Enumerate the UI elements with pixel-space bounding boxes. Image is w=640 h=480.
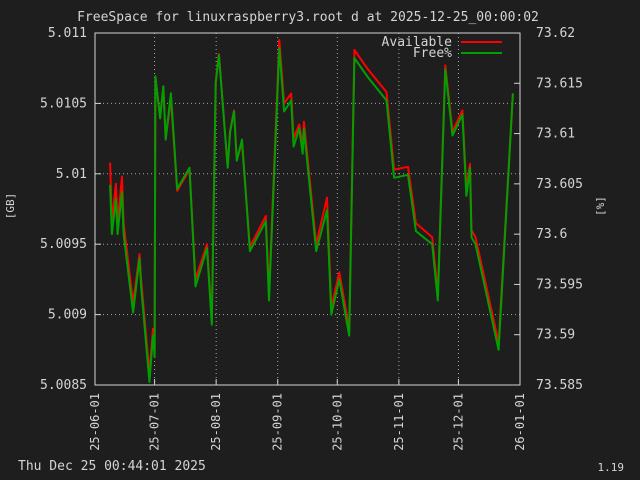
- x-tick-label: 25-06-01: [88, 393, 102, 451]
- y2-axis-label: [%]: [594, 196, 607, 216]
- chart-title: FreeSpace for linuxraspberry3.root d at …: [77, 10, 539, 25]
- y2-tick-label: 73.62: [536, 26, 575, 41]
- x-tick-label: 25-07-01: [148, 393, 162, 451]
- x-tick-label: 25-09-01: [271, 393, 285, 451]
- x-tick-label: 25-08-01: [209, 393, 223, 451]
- y2-tick-label: 73.59: [536, 328, 575, 343]
- series-line-available: [109, 39, 514, 375]
- y-axis-label: [GB]: [4, 193, 17, 220]
- y-tick-label: 5.01: [56, 167, 87, 182]
- y-tick-label: 5.009: [48, 308, 87, 323]
- x-tick-label: 26-01-01: [513, 393, 527, 451]
- grid: [95, 33, 520, 385]
- footer-version: 1.19: [598, 461, 625, 474]
- series-lines: [109, 39, 514, 383]
- y2-tick-label: 73.61: [536, 127, 575, 142]
- x-tick-label: 25-11-01: [392, 393, 406, 451]
- plot-frame: [94, 32, 521, 386]
- y2-tick-label: 73.615: [536, 76, 583, 91]
- series-line-free: [109, 47, 514, 383]
- footer-timestamp: Thu Dec 25 00:44:01 2025: [18, 459, 206, 474]
- x-tick-label: 25-12-01: [451, 393, 465, 451]
- y-tick-label: 5.0095: [40, 237, 87, 252]
- legend: Available Free%: [382, 35, 502, 61]
- y2-tick-label: 73.585: [536, 378, 583, 393]
- y-tick-label: 5.011: [48, 26, 87, 41]
- y2-tick-label: 73.595: [536, 277, 583, 292]
- y2-tick-label: 73.6: [536, 227, 567, 242]
- legend-entry-free: Free%: [413, 46, 452, 61]
- y-tick-label: 5.0105: [40, 96, 87, 111]
- y2-tick-label: 73.605: [536, 177, 583, 192]
- axis-ticks: 5.0085 5.009 5.0095 5.01 5.0105 5.011 73.585 73…: [40, 26, 583, 451]
- x-tick-label: 25-10-01: [330, 393, 344, 451]
- y-tick-label: 5.0085: [40, 378, 87, 393]
- legend-entry-available: Available: [382, 35, 453, 50]
